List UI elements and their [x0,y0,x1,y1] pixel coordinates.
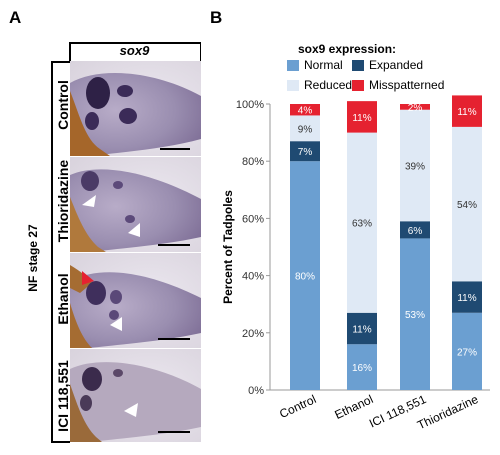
data-label: 11% [457,293,476,304]
bar-segment-reduced [452,126,482,282]
bar-segment-reduced [400,109,430,222]
bar-segment-expanded [400,221,430,239]
y-tick-label: 40% [242,271,264,283]
y-axis-label: Percent of Tadpoles [221,190,235,304]
embryo-panel-thioridazine [70,157,201,252]
bar-segment-misspatterned [400,104,430,110]
bar-segment-misspatterned [452,95,482,127]
bar-segment-normal [290,161,320,390]
embryo-images [70,61,201,442]
data-label: 53% [405,310,425,321]
data-label: 27% [457,347,477,358]
legend-title: sox9 expression: [298,42,396,56]
y-tick-label: 100% [236,99,264,111]
data-label: 4% [298,106,313,117]
panel-a-header-box [69,42,201,61]
embryo-panel-control [70,61,201,156]
arrowhead-icon [128,223,140,237]
arrowhead-icon [110,317,122,331]
data-label: 80% [295,272,315,283]
y-tick-label: 80% [242,156,264,168]
legend-swatch-normal [287,60,299,71]
bar-segment-reduced [347,132,377,313]
data-label: 7% [298,147,313,158]
bar-segment-expanded [290,141,320,162]
data-label: 11% [457,107,476,118]
x-tick-label: Control [277,392,318,421]
data-label: 16% [352,363,372,374]
data-label: 54% [457,200,477,211]
legend-label: Expanded [369,58,423,72]
data-label: 39% [405,161,425,172]
data-label: 2% [408,103,423,114]
bar-segment-normal [452,312,482,390]
data-label: 11% [352,113,371,124]
arrowhead-icon [82,195,96,207]
bar-segment-misspatterned [347,101,377,133]
y-tick-label: 60% [242,213,264,225]
bar-segment-expanded [347,312,377,345]
legend-label: Misspatterned [369,78,444,92]
y-tick-label: 0% [248,385,264,397]
bar-segment-normal [400,238,430,390]
legend-swatch-expanded [352,60,364,71]
arrowhead-icon [124,403,138,417]
legend-label: Normal [304,58,343,72]
panel-a-letter: A [9,8,22,27]
y-tick-label: 20% [242,328,264,340]
panel-b-letter: B [210,8,223,27]
red-arrowhead-icon [82,271,94,285]
bar-segment-misspatterned [290,104,320,116]
embryo-panel-ethanol [70,253,201,348]
row-label-column [51,61,70,443]
legend-label: Reduced [304,78,352,92]
data-label: 63% [352,219,372,230]
data-label: 11% [352,325,371,336]
legend-swatch-misspatterned [352,80,364,91]
data-label: 9% [298,124,313,135]
bar-segment-normal [347,344,377,390]
embryo-panel-ici [70,349,201,442]
data-label: 6% [408,226,423,237]
bar-segment-reduced [290,115,320,142]
bar-segment-expanded [452,281,482,313]
legend-swatch-reduced [287,80,299,91]
panel-a-header: sox9 [119,43,150,58]
